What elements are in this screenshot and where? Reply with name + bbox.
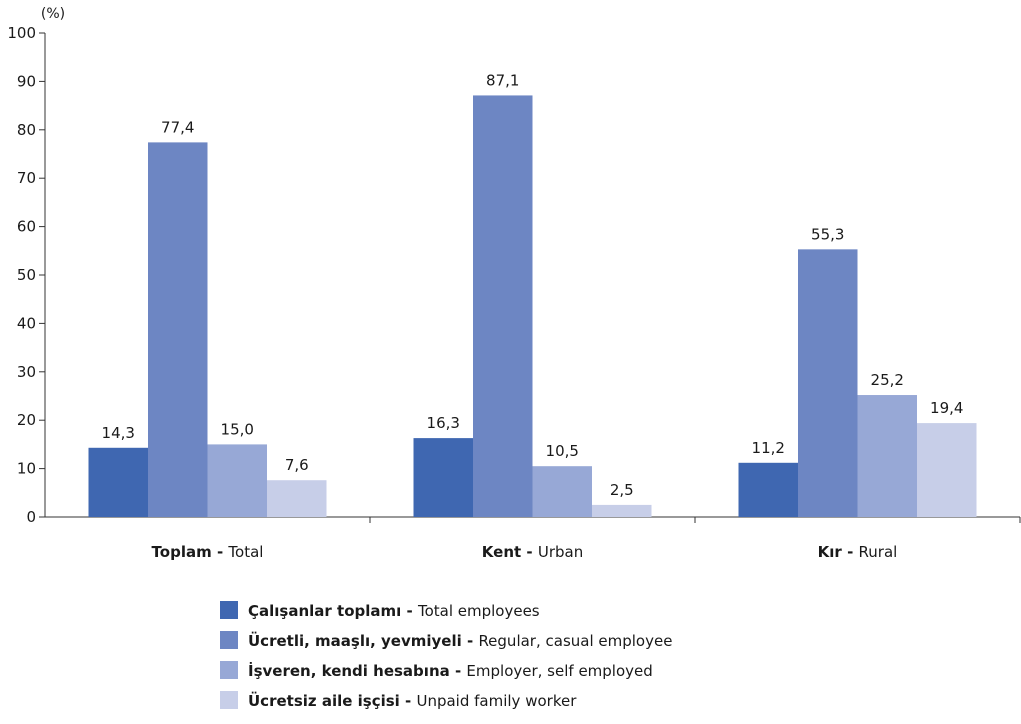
category-label: Kır - Rural [818, 543, 898, 561]
legend-item: Çalışanlar toplamı - Total employees [220, 601, 540, 620]
value-labels: 14,3 77,4 15,0 7,6 16,3 87,1 10,5 2,5 11,2 55,3 25… [102, 71, 964, 498]
bar [267, 480, 327, 517]
bar-value-label: 16,3 [427, 414, 460, 432]
bar-value-label: 55,3 [811, 225, 844, 243]
legend-swatch [220, 601, 238, 619]
axes: 0 10 20 30 40 50 60 70 80 90 100 [7, 24, 1021, 526]
category-label: Kent - Urban [482, 543, 583, 561]
bars [88, 95, 977, 517]
bar-value-label: 87,1 [486, 71, 519, 89]
bar [88, 447, 148, 517]
bar [413, 438, 473, 517]
category-label: Toplam - Total [152, 543, 264, 561]
y-tick-label: 0 [26, 508, 36, 526]
bar-value-label: 15,0 [221, 420, 254, 438]
legend-swatch [220, 691, 238, 709]
bar [738, 462, 798, 517]
bar-value-label: 2,5 [610, 481, 634, 499]
y-tick-label: 10 [17, 460, 36, 478]
bar [857, 395, 917, 517]
y-tick-label: 50 [17, 266, 36, 284]
category-labels: Toplam - Total Kent - Urban Kır - Rural [152, 543, 898, 561]
bar-value-label: 10,5 [546, 442, 579, 460]
y-axis-unit-label: (%) [41, 6, 65, 22]
y-tick-label: 20 [17, 411, 36, 429]
bar-value-label: 7,6 [285, 456, 309, 474]
y-tick-label: 90 [17, 72, 36, 90]
bar [473, 95, 533, 517]
legend-label: Ücretsiz aile işçisi - Unpaid family wor… [248, 691, 577, 710]
legend-label: İşveren, kendi hesabına - Employer, self… [248, 661, 653, 680]
y-tick-label: 40 [17, 314, 36, 332]
bar [592, 504, 652, 517]
y-tick-label: 60 [17, 218, 36, 236]
y-tick-label: 80 [17, 121, 36, 139]
legend: Çalışanlar toplamı - Total employees Ücre… [220, 601, 672, 710]
y-tick-label: 30 [17, 363, 36, 381]
bar-value-label: 19,4 [930, 399, 963, 417]
legend-label: Ücretli, maaşlı, yevmiyeli - Regular, ca… [248, 631, 672, 650]
legend-swatch [220, 661, 238, 679]
bar [148, 142, 208, 517]
bar [798, 249, 858, 517]
y-tick-label: 70 [17, 169, 36, 187]
legend-swatch [220, 631, 238, 649]
legend-item: Ücretli, maaşlı, yevmiyeli - Regular, ca… [220, 631, 672, 650]
bar-value-label: 14,3 [102, 424, 135, 442]
legend-item: İşveren, kendi hesabına - Employer, self… [220, 661, 653, 680]
bar-value-label: 25,2 [871, 371, 904, 389]
bar [207, 444, 267, 517]
y-tick-label: 100 [7, 24, 36, 42]
bar-value-label: 11,2 [752, 439, 785, 457]
bar [532, 466, 592, 517]
legend-label: Çalışanlar toplamı - Total employees [248, 602, 540, 620]
bar-value-label: 77,4 [161, 118, 194, 136]
bar [917, 423, 977, 517]
legend-item: Ücretsiz aile işçisi - Unpaid family wor… [220, 691, 577, 710]
